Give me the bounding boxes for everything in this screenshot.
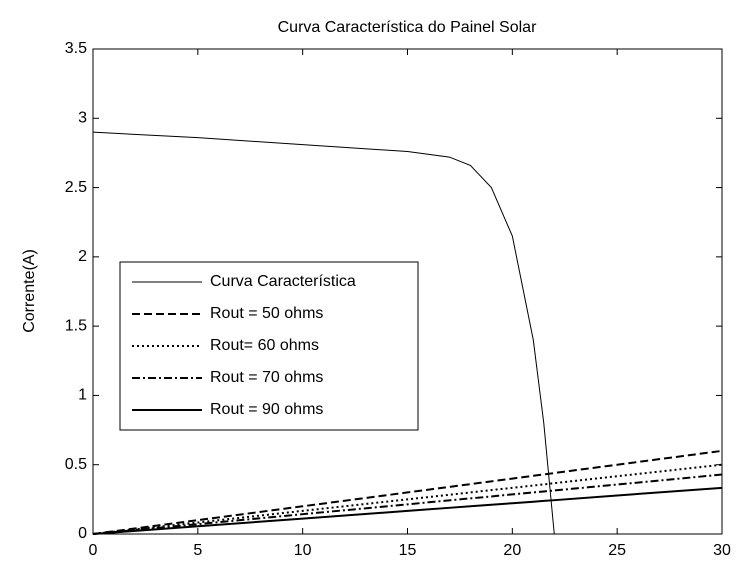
legend-box xyxy=(119,261,419,431)
y-tick-label: 0.5 xyxy=(65,456,87,473)
y-tick-label: 2.5 xyxy=(65,179,87,196)
y-tick-label: 2 xyxy=(78,248,87,265)
legend-label: Rout = 50 ohms xyxy=(210,305,323,322)
series-line xyxy=(92,463,723,535)
legend-label: Rout = 90 ohms xyxy=(210,401,323,418)
x-tick-label: 20 xyxy=(503,542,521,559)
x-tick-label: 30 xyxy=(713,542,731,559)
y-tick-label: 1 xyxy=(78,387,87,404)
x-tick-label: 5 xyxy=(193,542,202,559)
y-tick-label: 3 xyxy=(78,110,87,127)
y-tick-label: 0 xyxy=(78,525,87,542)
y-axis-label: Corrente(A) xyxy=(21,249,38,333)
legend-label: Rout= 60 ohms xyxy=(210,337,319,354)
chart-title: Curva Característica do Painel Solar xyxy=(278,19,537,36)
x-tick-label: 15 xyxy=(399,542,417,559)
series-line xyxy=(92,131,555,535)
legend-label: Rout = 70 ohms xyxy=(210,369,323,386)
series-line xyxy=(92,486,723,535)
x-tick-label: 0 xyxy=(89,542,98,559)
series-line xyxy=(92,449,723,535)
x-tick-label: 25 xyxy=(608,542,626,559)
y-tick-label: 1.5 xyxy=(65,317,87,334)
series-line xyxy=(92,473,723,535)
legend-label: Curva Característica xyxy=(210,273,356,290)
y-tick-label: 3.5 xyxy=(65,40,87,57)
x-tick-label: 10 xyxy=(294,542,312,559)
